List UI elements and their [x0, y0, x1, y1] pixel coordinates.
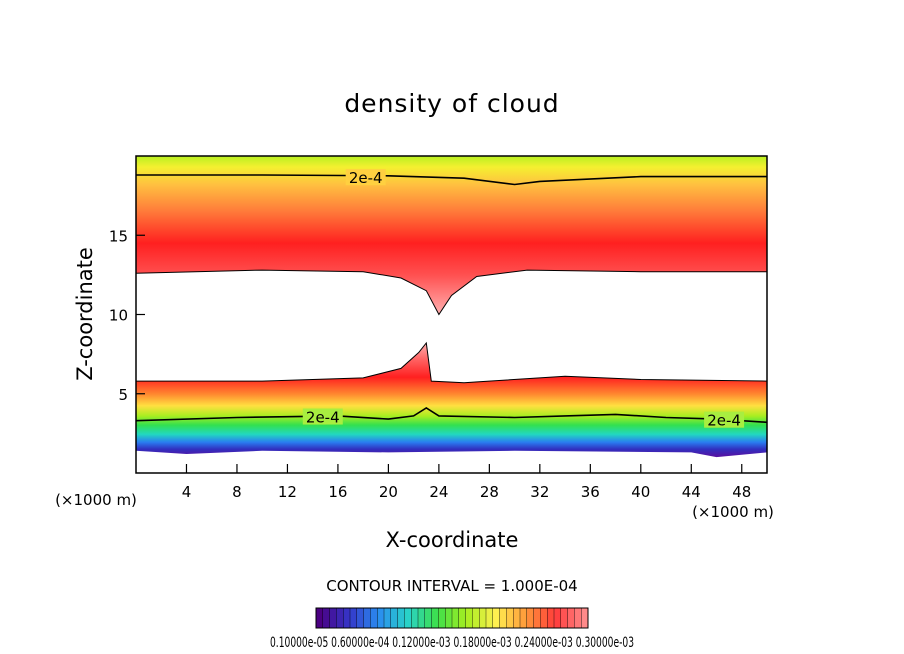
colorbar-swatch: [417, 607, 426, 629]
colorbar-swatch: [445, 607, 453, 629]
x-tick-label: 28: [480, 483, 499, 501]
colorbar-swatch: [322, 607, 331, 629]
upper-cloud-base-contour: [136, 269, 767, 316]
colorbar-swatch: [567, 607, 575, 629]
colorbar: [315, 607, 589, 629]
colorbar-swatch: [377, 607, 385, 629]
x-tick-label: 32: [530, 483, 549, 501]
contour-label: 2e-4: [349, 169, 383, 187]
x-tick-label: 48: [732, 483, 751, 501]
colorbar-swatch: [349, 607, 358, 629]
colorbar-swatch: [499, 607, 507, 629]
upper-cloud-band: [136, 156, 767, 315]
colorbar-swatch: [383, 607, 392, 629]
colorbar-swatch: [553, 607, 562, 629]
colorbar-swatch: [492, 607, 501, 629]
colorbar-swatch: [390, 607, 399, 629]
chart-title: density of cloud: [344, 89, 559, 118]
colorbar-swatch: [431, 607, 439, 629]
x-tick-label: 4: [182, 483, 192, 501]
colorbar-swatch: [336, 607, 344, 629]
colorbar-swatch: [533, 607, 541, 629]
colorbar-swatch: [411, 607, 419, 629]
y-tick-label: 15: [109, 227, 128, 245]
y-axis-label: Z-coordinate: [73, 247, 97, 381]
colorbar-swatch: [506, 607, 514, 629]
contour-label-bg: [704, 411, 745, 428]
colorbar-swatch: [560, 607, 569, 629]
x-tick-label: 8: [232, 483, 242, 501]
y-axis-ticks: 5 10 15: [109, 227, 145, 404]
colorbar-swatch: [356, 607, 365, 629]
x-unit-left: (×1000 m): [55, 491, 137, 509]
y-tick-label: 5: [118, 386, 128, 404]
contour-label: 2e-4: [306, 409, 340, 427]
colorbar-swatch: [370, 607, 378, 629]
colorbar-swatch: [479, 607, 487, 629]
colorbar-frame: [315, 607, 589, 629]
x-tick-label: 44: [682, 483, 701, 501]
x-tick-label: 40: [631, 483, 650, 501]
contour-label-bg: [345, 169, 386, 186]
colorbar-swatch: [315, 607, 324, 629]
colorbar-swatch: [397, 607, 405, 629]
x-tick-label: 24: [429, 483, 448, 501]
colorbar-swatch: [513, 607, 521, 629]
colorbar-swatch: [540, 607, 548, 629]
colorbar-swatch: [329, 607, 337, 629]
contour-label: 2e-4: [707, 412, 741, 430]
colorbar-swatch: [363, 607, 371, 629]
contour-labels: 2e-4 2e-4 2e-4: [302, 169, 745, 430]
y-tick-label: 10: [109, 307, 128, 325]
x-tick-label: 36: [581, 483, 600, 501]
colorbar-swatch: [547, 607, 555, 629]
contour-label-bg: [302, 408, 343, 425]
x-unit-right: (×1000 m): [692, 503, 774, 521]
colorbar-swatch: [404, 607, 412, 629]
lower-cloud-top-contour: [136, 341, 767, 384]
x-axis-label: X-coordinate: [386, 528, 519, 552]
colorbar-swatch: [574, 607, 582, 629]
x-tick-label: 12: [278, 483, 297, 501]
colorbar-swatch: [519, 607, 528, 629]
contour-2e-4-upper: [136, 174, 767, 186]
colorbar-swatch: [424, 607, 433, 629]
colorbar-swatch: [343, 607, 351, 629]
x-tick-label: 16: [328, 483, 347, 501]
plot-area: [136, 156, 767, 458]
colorbar-tick-labels: 0.10000e-05 0.60000e-04 0.12000e-03 0.18…: [270, 635, 634, 651]
x-axis-ticks: 4 8 12 16 20 24 28 32 36 40 44 48: [182, 464, 751, 501]
colorbar-swatch: [526, 607, 535, 629]
colorbar-swatch: [458, 607, 467, 629]
colorbar-swatch: [581, 607, 589, 629]
colorbar-swatch: [465, 607, 473, 629]
x-tick-label: 20: [379, 483, 398, 501]
colorbar-swatch: [472, 607, 480, 629]
colorbar-swatch: [438, 607, 446, 629]
contour-interval-text: CONTOUR INTERVAL = 1.000E-04: [326, 577, 577, 595]
lower-cloud-band: [136, 343, 767, 458]
colorbar-swatch: [451, 607, 460, 629]
colorbar-swatch: [485, 607, 494, 629]
